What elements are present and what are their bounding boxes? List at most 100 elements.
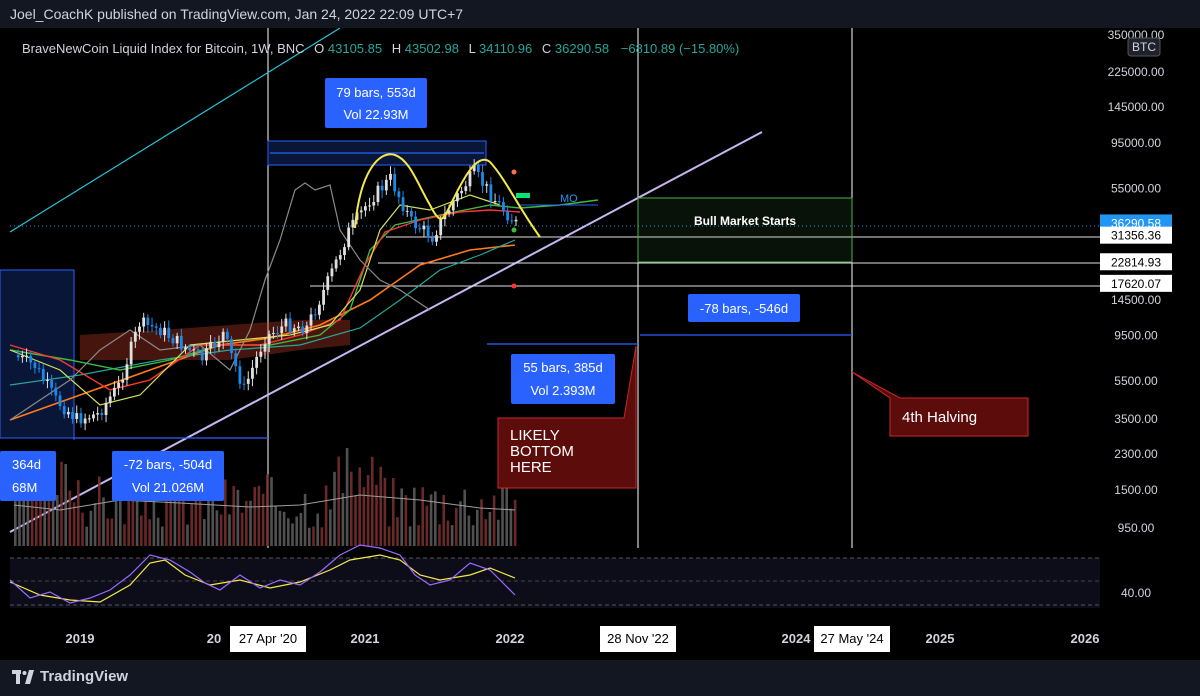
volume-bar <box>480 499 483 546</box>
volume-bar <box>476 509 479 546</box>
volume-bar <box>320 527 324 546</box>
candle-body <box>133 331 137 342</box>
tradingview-brand[interactable]: TradingView <box>12 668 128 685</box>
volume-bar <box>245 500 248 546</box>
candle-body <box>301 326 305 334</box>
mo-label: MO <box>560 193 578 205</box>
volume-bar <box>186 524 189 546</box>
volume-bar <box>257 485 261 546</box>
brand-label: TradingView <box>40 668 129 685</box>
y-tick-label-8: 17620.07 <box>1111 277 1161 291</box>
price-tag-6 <box>1100 226 1172 244</box>
candle-body <box>276 333 279 335</box>
candle-body <box>372 202 376 206</box>
volume-bar <box>240 512 244 546</box>
candle-body <box>108 396 112 403</box>
candle-body <box>489 184 493 202</box>
btc-badge-box <box>1127 37 1161 57</box>
volume-bar <box>56 495 59 546</box>
candle-body <box>313 314 317 316</box>
volume-bar <box>274 505 277 546</box>
candle-body <box>464 186 468 191</box>
volume-bar <box>329 509 332 546</box>
candle-body <box>41 369 45 381</box>
volume-bar <box>362 487 366 546</box>
green-ma <box>9 199 599 371</box>
annotation-364d-line1: 364d <box>12 457 41 472</box>
y-axis-area[interactable] <box>1100 28 1200 626</box>
candle-body <box>297 326 300 329</box>
candle-body <box>71 411 74 419</box>
volume-bar <box>471 525 475 546</box>
annotation-364d[interactable]: 364d 68M <box>0 451 56 501</box>
candle-body <box>334 259 338 269</box>
chart-panel[interactable]: 350000.00 225000.00 145000.00 95000.00 55000… <box>0 27 1200 660</box>
candle-body <box>493 201 497 203</box>
volume-bar <box>30 487 34 546</box>
volume-bar <box>43 469 46 546</box>
volume-bar <box>249 500 252 546</box>
candle-body <box>20 355 24 358</box>
candle-body <box>37 368 41 370</box>
candle-body <box>364 206 367 211</box>
y-tick-label-2: 145000.00 <box>1108 100 1165 114</box>
candle-body <box>50 379 54 388</box>
annotation-385d[interactable]: 55 bars, 385d Vol 2.393M <box>511 354 615 404</box>
date-tag-box-0 <box>230 626 306 652</box>
osc-tick-label: 40.00 <box>1121 586 1151 600</box>
candle-body <box>146 317 150 325</box>
price-tag-7 <box>1100 253 1172 271</box>
candle-body <box>96 413 100 415</box>
candle-body <box>238 366 242 384</box>
annotation-553d[interactable]: 79 bars, 553d Vol 22.93M <box>325 78 427 128</box>
volume-bar <box>140 515 143 546</box>
candle-body <box>100 413 104 416</box>
candle-body <box>200 350 204 361</box>
candle-body <box>359 210 363 213</box>
volume-bar <box>270 477 273 546</box>
candle-body <box>62 406 66 415</box>
volume-bar <box>173 479 177 546</box>
candle-body <box>188 347 192 351</box>
candle-body <box>66 411 70 415</box>
volume-bar <box>354 495 357 546</box>
x-tick-label-6: 2026 <box>1071 631 1100 646</box>
volume-bar <box>287 518 290 546</box>
x-tick-label-3: 2022 <box>496 631 525 646</box>
y-tick-label-7: 22814.93 <box>1111 255 1161 269</box>
y-tick-label-15: 950.00 <box>1118 521 1155 535</box>
date-tag-1: 28 Nov '22 <box>607 631 669 646</box>
candle-body <box>451 201 455 211</box>
volume-bar <box>81 512 84 546</box>
volume-bar <box>232 486 235 546</box>
candle-body <box>33 362 37 369</box>
comparison-line <box>9 182 431 421</box>
candle-body <box>184 347 187 350</box>
volume-bar <box>492 495 496 546</box>
volume-bar <box>295 516 298 546</box>
volume-bar <box>467 515 471 546</box>
double-top-curve <box>354 153 541 238</box>
volume-bar <box>408 526 412 546</box>
callout-4th-halving[interactable]: 4th Halving <box>851 371 1029 437</box>
volume-bar <box>442 494 445 546</box>
callout-likely-bottom[interactable]: LIKELY BOTTOM HERE <box>497 345 637 489</box>
tradingview-logo-icon <box>12 669 34 684</box>
candle-body <box>175 335 179 344</box>
candle-body <box>506 211 510 221</box>
candle-body <box>414 216 417 229</box>
price-chart[interactable]: 350000.00225000.00145000.0095000.0055000… <box>0 27 1200 660</box>
date-tag-box-2 <box>814 626 890 652</box>
volume-bar <box>358 467 361 546</box>
candle-body <box>271 333 275 335</box>
volume-ma-line <box>13 494 516 511</box>
candle-body <box>75 413 79 419</box>
volume-bar <box>18 456 21 546</box>
annotation-504d[interactable]: -72 bars, -504d Vol 21.026M <box>112 451 224 501</box>
volume-bar <box>459 501 462 546</box>
annotation-546d[interactable]: -78 bars, -546d <box>688 294 800 322</box>
volume-bar <box>350 471 353 546</box>
callout-likely-bottom-line2: BOTTOM <box>510 443 574 460</box>
candle-body <box>213 341 217 348</box>
candle-body <box>338 255 342 260</box>
